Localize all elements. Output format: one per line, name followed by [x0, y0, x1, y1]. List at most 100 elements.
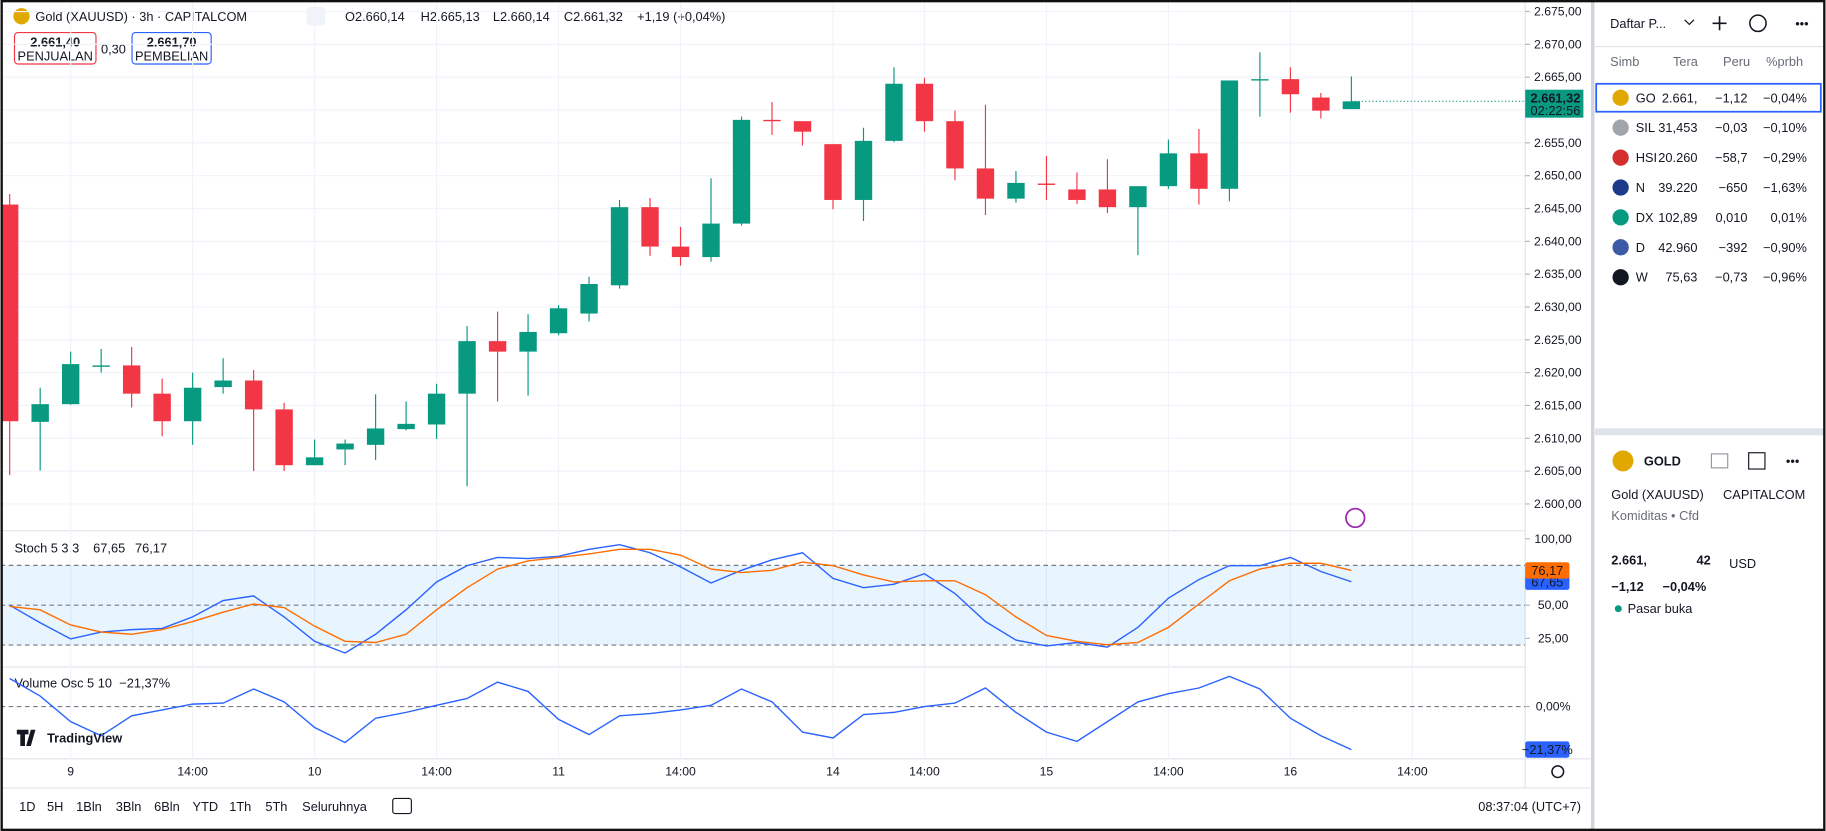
y-tick-label: 2.665,00	[1534, 70, 1582, 84]
more-icon[interactable]: •••	[1795, 16, 1808, 31]
indicator-title: Stoch 5 3 3	[14, 541, 79, 556]
change-percent: −0,10%	[1763, 120, 1807, 135]
candle-body	[31, 404, 49, 422]
settings-icon[interactable]	[1551, 765, 1565, 779]
candle-body	[122, 365, 141, 394]
detail-change-percent: −0,04%	[1663, 579, 1707, 594]
symbol[interactable]: N	[1636, 180, 1645, 195]
y-tick-label: 2.655,00	[1534, 136, 1582, 150]
range-button[interactable]: 3Bln	[116, 799, 142, 814]
column-header: Peru	[1723, 54, 1750, 69]
y-tick-label: 50,00	[1538, 598, 1569, 612]
range-button[interactable]: 1Bln	[76, 799, 102, 814]
y-tick-label: 2.615,00	[1534, 398, 1582, 412]
last-value-label: −21,37%	[1522, 742, 1573, 757]
candle-body	[519, 331, 537, 352]
candle-body	[1190, 153, 1208, 189]
candle-body	[702, 223, 720, 258]
layout-icon[interactable]	[1710, 453, 1729, 469]
symbol-icon	[1612, 269, 1629, 286]
last-value-label: 76,17	[1531, 563, 1563, 578]
dropdown-icon[interactable]	[1684, 19, 1695, 26]
edit-icon[interactable]	[1748, 452, 1766, 470]
change: −650	[1719, 180, 1748, 195]
x-tick-label: 14:00	[1153, 765, 1184, 779]
event-icon[interactable]	[1345, 507, 1366, 529]
column-header: Tera	[1673, 54, 1699, 69]
symbol[interactable]: D	[1636, 240, 1645, 255]
y-tick-label: 0,00%	[1536, 700, 1571, 714]
y-tick-label: 2.675,00	[1534, 5, 1582, 19]
candle-body	[763, 119, 781, 122]
candle-body	[824, 144, 842, 200]
x-tick-label: 11	[552, 765, 565, 779]
clock: 08:37:04 (UTC+7)	[1478, 799, 1581, 814]
last-price: 102,89	[1658, 210, 1697, 225]
compare-button[interactable]	[306, 6, 326, 26]
y-tick-label: 2.635,00	[1534, 267, 1582, 281]
legend-value: 76,17	[135, 541, 167, 556]
add-icon[interactable]	[1712, 16, 1727, 31]
last-price-box	[1525, 89, 1584, 118]
candle-body	[885, 83, 903, 141]
y-tick-label: 2.605,00	[1534, 464, 1582, 478]
detail-currency: USD	[1729, 556, 1756, 571]
sell-price: 2.661,40	[30, 34, 80, 49]
date-range-icon[interactable]	[392, 797, 412, 815]
detail-name: Gold (XAUUSD)	[1611, 487, 1703, 502]
candle-body	[275, 409, 293, 466]
plot: Gold (XAUUSD) · 3h · CAPITALCOM O2.660,14…	[0, 0, 1807, 814]
candle-body	[1342, 101, 1361, 110]
candle-body	[488, 341, 507, 352]
candle-body	[732, 119, 751, 224]
x-tick-label: 14:00	[909, 765, 940, 779]
more-icon[interactable]: •••	[1786, 453, 1799, 468]
change: −0,73	[1715, 270, 1747, 285]
ohlc-value: C2.661,32	[564, 9, 623, 24]
symbol[interactable]: DX	[1636, 210, 1654, 225]
candle-body	[1251, 79, 1269, 81]
candle-body	[336, 443, 354, 450]
symbol[interactable]: W	[1636, 270, 1649, 285]
symbol-icon	[1612, 179, 1629, 196]
screener-icon[interactable]	[1749, 14, 1767, 33]
range-button[interactable]: 6Bln	[154, 799, 180, 814]
candle-body	[1098, 189, 1117, 208]
candle-body	[610, 207, 629, 286]
legend-value: 67,65	[93, 541, 125, 556]
range-button[interactable]: 5H	[47, 799, 63, 814]
y-tick-label: 2.640,00	[1534, 234, 1582, 248]
symbol[interactable]: GO	[1636, 90, 1656, 105]
buy-button[interactable]	[131, 32, 212, 65]
watchlist-title[interactable]: Daftar P...	[1610, 16, 1666, 31]
candle-body	[397, 423, 415, 430]
candle-body	[1159, 153, 1178, 187]
countdown: 02:22:56	[1531, 103, 1581, 118]
symbol[interactable]: SIL	[1636, 120, 1655, 135]
detail-price: 2.661,	[1611, 552, 1647, 567]
candle-body	[305, 457, 324, 466]
y-tick-label: 2.625,00	[1534, 333, 1582, 347]
range-button[interactable]: YTD	[193, 799, 219, 814]
range-button[interactable]: 1Th	[229, 799, 251, 814]
symbol[interactable]: HSI	[1636, 150, 1657, 165]
change-percent: −0,04%	[1763, 90, 1807, 105]
y-tick-label: 2.610,00	[1534, 431, 1582, 445]
candle-body	[1129, 186, 1147, 208]
detail-symbol: GOLD	[1644, 453, 1681, 468]
change: −58,7	[1715, 150, 1747, 165]
range-button[interactable]: 5Th	[265, 799, 287, 814]
candle-body	[183, 387, 202, 422]
sell-button[interactable]	[13, 32, 97, 65]
candle-body	[1220, 80, 1239, 189]
indicator-line	[9, 675, 1352, 751]
market-status: Pasar buka	[1628, 601, 1694, 616]
symbol-icon	[13, 8, 30, 25]
range-button[interactable]: 1D	[19, 799, 35, 814]
candle-body	[458, 341, 476, 394]
last-value-box	[1525, 562, 1570, 579]
range-button[interactable]: Seluruhnya	[302, 799, 368, 814]
